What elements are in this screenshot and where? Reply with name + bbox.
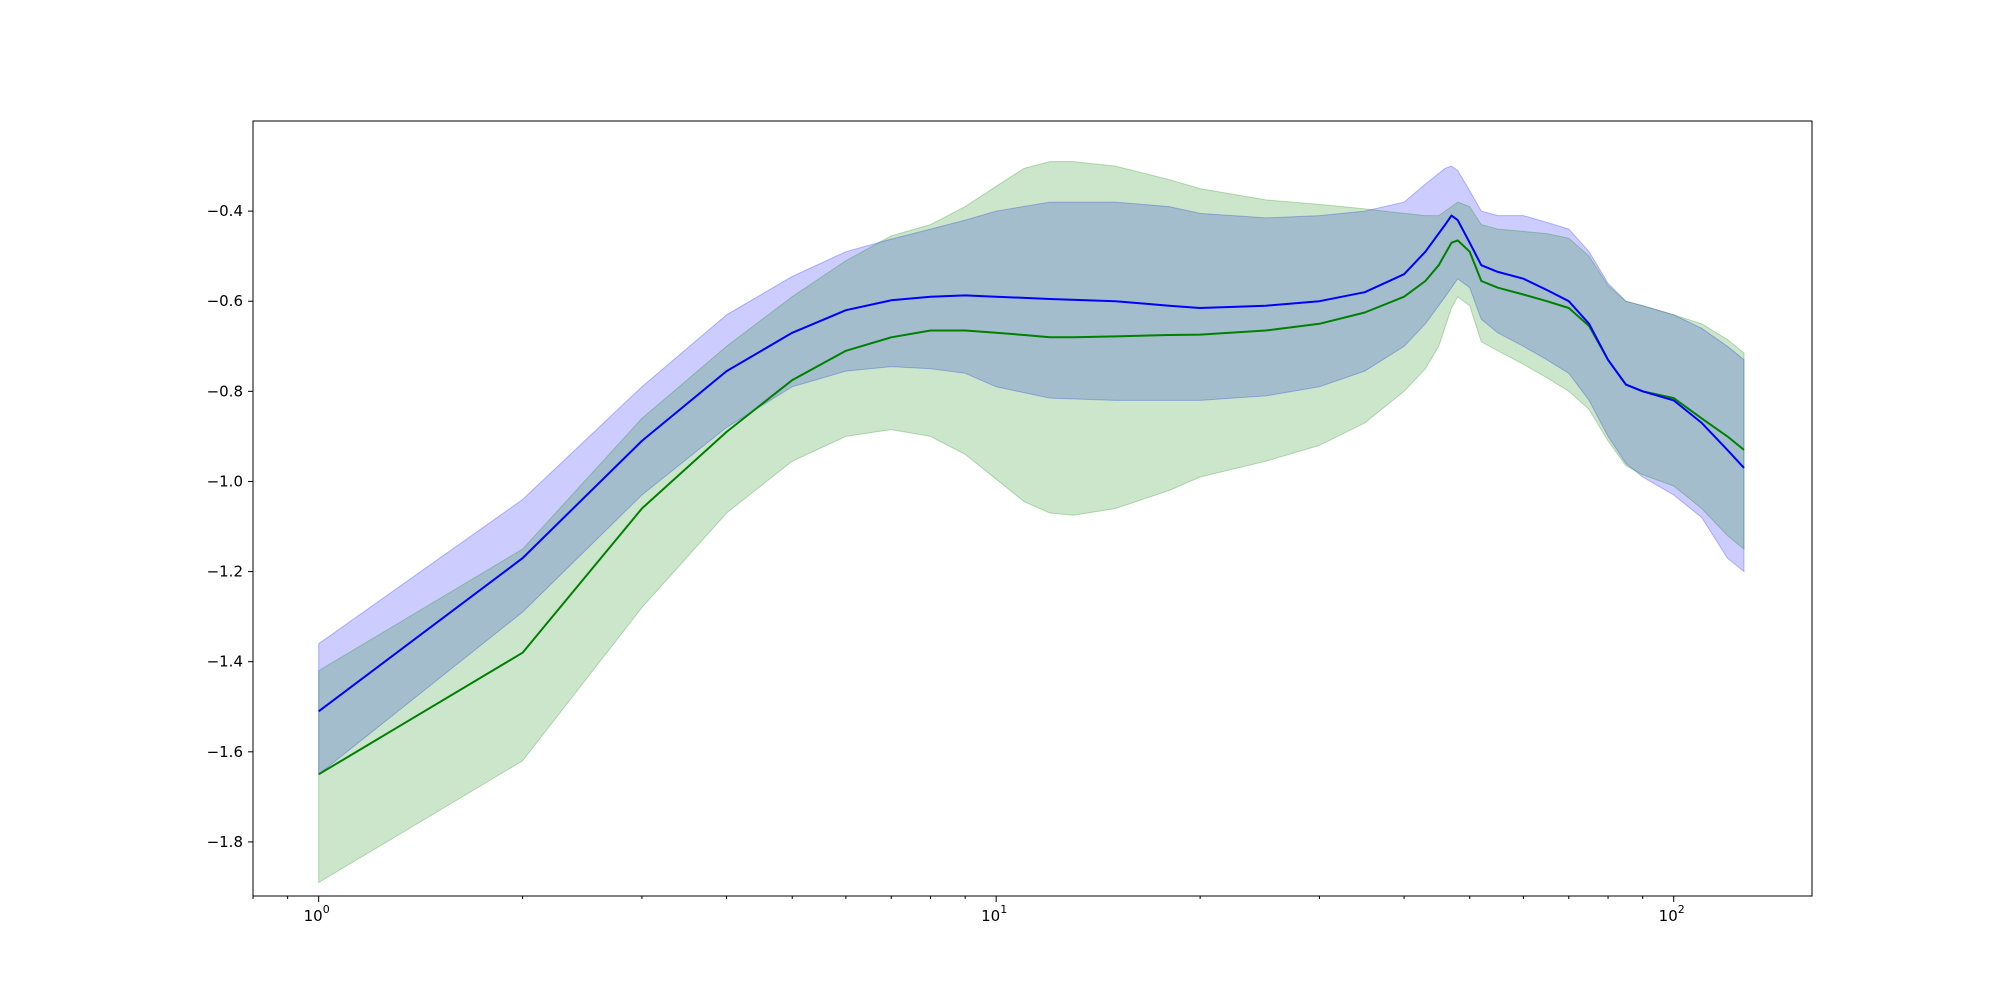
y-tick-label: −1.6 bbox=[207, 743, 243, 761]
y-tick-label: −1.4 bbox=[207, 653, 243, 671]
y-tick-label: −0.4 bbox=[207, 202, 243, 220]
y-tick-label: −0.8 bbox=[207, 382, 243, 400]
series-2-band bbox=[318, 161, 1745, 884]
series-1-band bbox=[318, 165, 1745, 776]
y-tick-label: −1.0 bbox=[207, 472, 243, 490]
series-1-line bbox=[318, 214, 1745, 713]
y-tick-label: −1.8 bbox=[207, 833, 243, 851]
axes-frame bbox=[252, 120, 1813, 897]
y-tick-label: −1.2 bbox=[207, 563, 243, 581]
y-tick-label: −0.6 bbox=[207, 292, 243, 310]
plot-area bbox=[318, 161, 1745, 884]
